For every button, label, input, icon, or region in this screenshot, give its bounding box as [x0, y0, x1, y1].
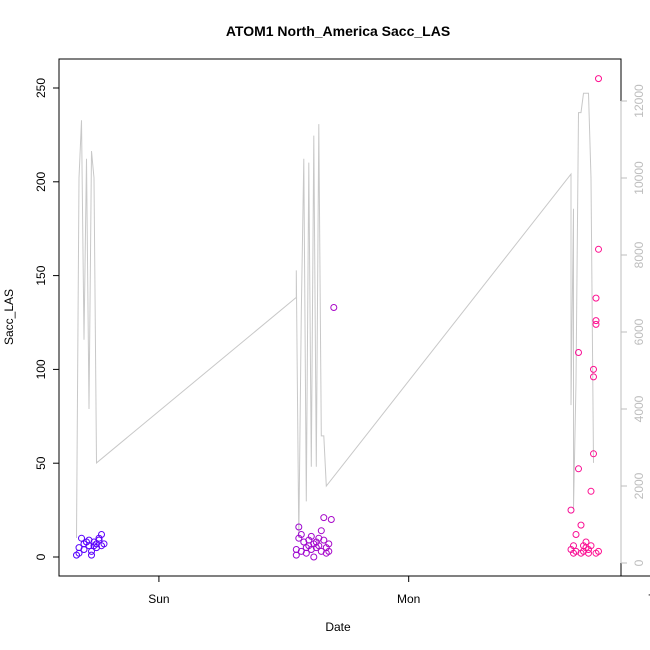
data-point-24 [297, 531, 305, 538]
plot-area-frame [58, 58, 622, 577]
data-point-3 [78, 534, 85, 542]
data-point-45 [325, 540, 333, 548]
data-point-66 [587, 487, 595, 495]
axes-layer: 0 50 100 150 200 250 0 2000 4000 6000 8000 10000 120… [34, 78, 650, 606]
line-series [76, 92, 594, 539]
data-point-57 [577, 521, 585, 529]
points-layer [73, 75, 602, 561]
x-tick-label-1: Mon [397, 592, 420, 606]
data-point-65 [587, 542, 595, 550]
y2-tick-label-5: 10000 [632, 161, 646, 195]
data-point-41 [320, 514, 328, 522]
data-point-76 [592, 549, 600, 557]
data-point-32 [307, 532, 315, 540]
y2-tick-label-1: 2000 [632, 472, 646, 499]
x-tick-label-0: Sun [148, 592, 169, 606]
data-point-74 [595, 75, 602, 83]
data-point-52 [570, 542, 577, 550]
data-point-69 [590, 365, 597, 373]
data-point-10 [88, 551, 95, 559]
data-point-23 [295, 523, 303, 531]
line-series-layer [76, 92, 594, 539]
y2-tick-label-3: 6000 [632, 318, 646, 345]
y2-tick-label-6: 12000 [632, 84, 646, 118]
y2-tick-label-4: 8000 [632, 241, 646, 268]
data-point-72 [592, 294, 600, 302]
data-point-9 [88, 547, 95, 555]
data-point-40 [317, 527, 325, 535]
y-tick-label-4: 200 [34, 171, 48, 191]
data-point-53 [572, 531, 580, 538]
data-point-50 [567, 506, 575, 514]
data-point-42 [320, 536, 328, 544]
y-tick-label-1: 50 [34, 456, 48, 470]
data-point-34 [310, 553, 318, 561]
data-point-55 [575, 465, 582, 473]
data-point-48 [330, 304, 338, 311]
data-point-67 [590, 450, 597, 458]
y2-tick-label-0: 0 [632, 559, 646, 566]
y-tick-label-5: 250 [34, 78, 48, 98]
data-point-64 [585, 549, 592, 557]
y-tick-label-3: 150 [34, 265, 48, 285]
data-point-70 [592, 320, 600, 328]
data-point-16 [95, 536, 103, 544]
data-point-19 [100, 540, 108, 548]
data-point-28 [302, 549, 310, 557]
data-point-18 [98, 531, 105, 538]
data-point-47 [327, 516, 335, 523]
y-tick-label-2: 100 [34, 359, 48, 379]
y-axis-label: Sacc_LAS [2, 289, 16, 345]
data-point-5 [80, 546, 88, 553]
x-tick-label-2: Tue [648, 592, 650, 606]
y2-tick-label-2: 4000 [632, 395, 646, 422]
data-point-62 [582, 538, 590, 546]
data-point-71 [592, 317, 600, 325]
x-axis-label: Date [325, 620, 351, 634]
data-point-46 [325, 547, 333, 555]
chart-title: ATOM1 North_America Sacc_LAS [226, 23, 450, 39]
data-point-68 [590, 373, 597, 381]
data-point-56 [575, 349, 582, 356]
data-point-73 [595, 245, 602, 253]
y-tick-label-0: 0 [34, 553, 48, 560]
data-point-38 [315, 542, 323, 550]
